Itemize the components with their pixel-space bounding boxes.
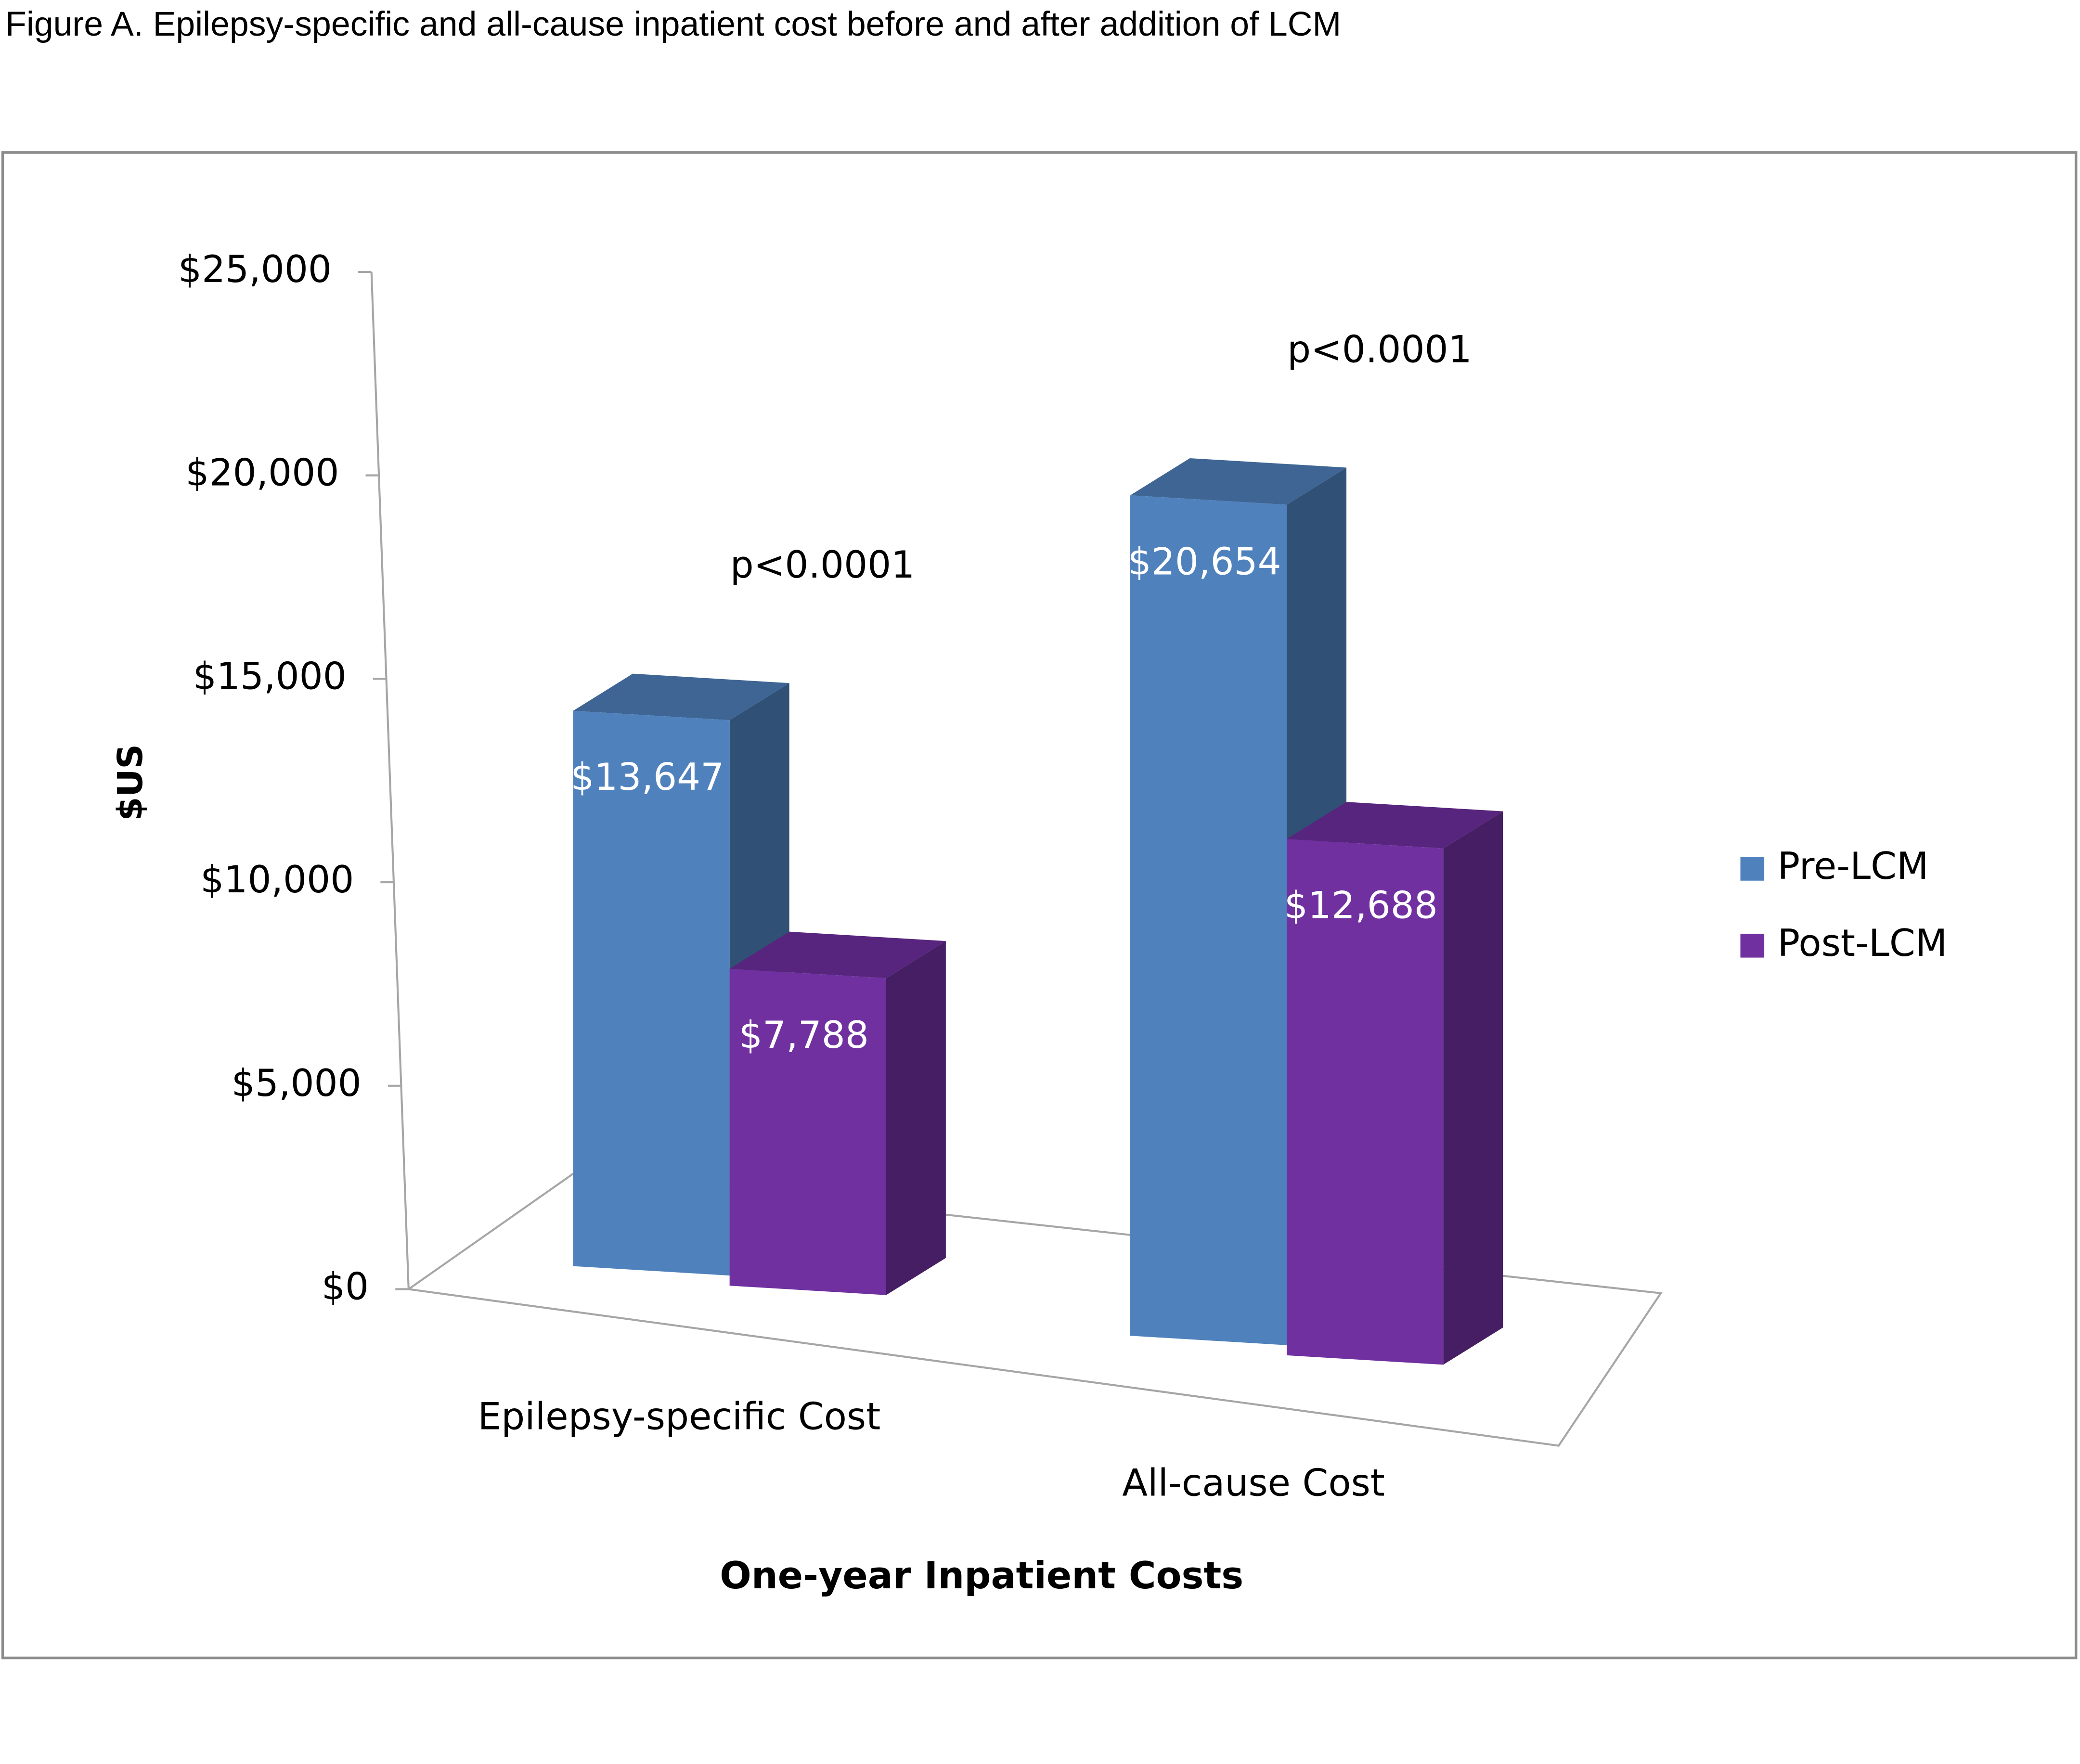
x-tick-label: All-cause Cost: [1122, 1461, 1385, 1505]
data-label: $12,688: [1284, 884, 1438, 927]
legend-label: Pre-LCM: [1778, 845, 1929, 888]
y-tick-label: $5,000: [232, 1062, 362, 1105]
y-tick-label: $10,000: [200, 858, 354, 901]
x-tick-label: Epilepsy-specific Cost: [478, 1395, 881, 1439]
bar-side: [886, 941, 946, 1295]
data-label: $7,788: [739, 1014, 869, 1057]
legend-label: Post-LCM: [1778, 922, 1948, 965]
data-label: $13,647: [570, 756, 724, 799]
data-label: $20,654: [1128, 540, 1281, 583]
chart-frame: [1, 151, 2078, 1660]
y-tick-label: $20,000: [185, 451, 339, 495]
bar-top: [729, 931, 946, 979]
bar: [573, 710, 730, 1276]
bar: [1287, 839, 1444, 1365]
y-tick-label: $0: [322, 1265, 369, 1308]
bar-top: [573, 673, 789, 721]
bar: [729, 968, 886, 1295]
x-axis-label: One-year Inpatient Costs: [720, 1554, 1243, 1597]
bar-top: [1287, 802, 1503, 849]
bar-side: [1443, 811, 1503, 1365]
annotation: p<0.0001: [1287, 328, 1472, 371]
y-axis-label: $US: [110, 744, 150, 821]
annotation: p<0.0001: [730, 543, 915, 587]
floor: [406, 1172, 1663, 1447]
chart-title: Figure A. Epilepsy-specific and all-caus…: [5, 5, 1341, 43]
bar-top: [1130, 458, 1347, 505]
bar: [1130, 495, 1287, 1345]
legend-swatch: [1740, 933, 1765, 958]
y-axis: [370, 271, 410, 1289]
y-tick-label: $15,000: [193, 655, 347, 698]
legend-swatch: [1740, 857, 1765, 881]
y-tick-label: $25,000: [178, 248, 332, 291]
